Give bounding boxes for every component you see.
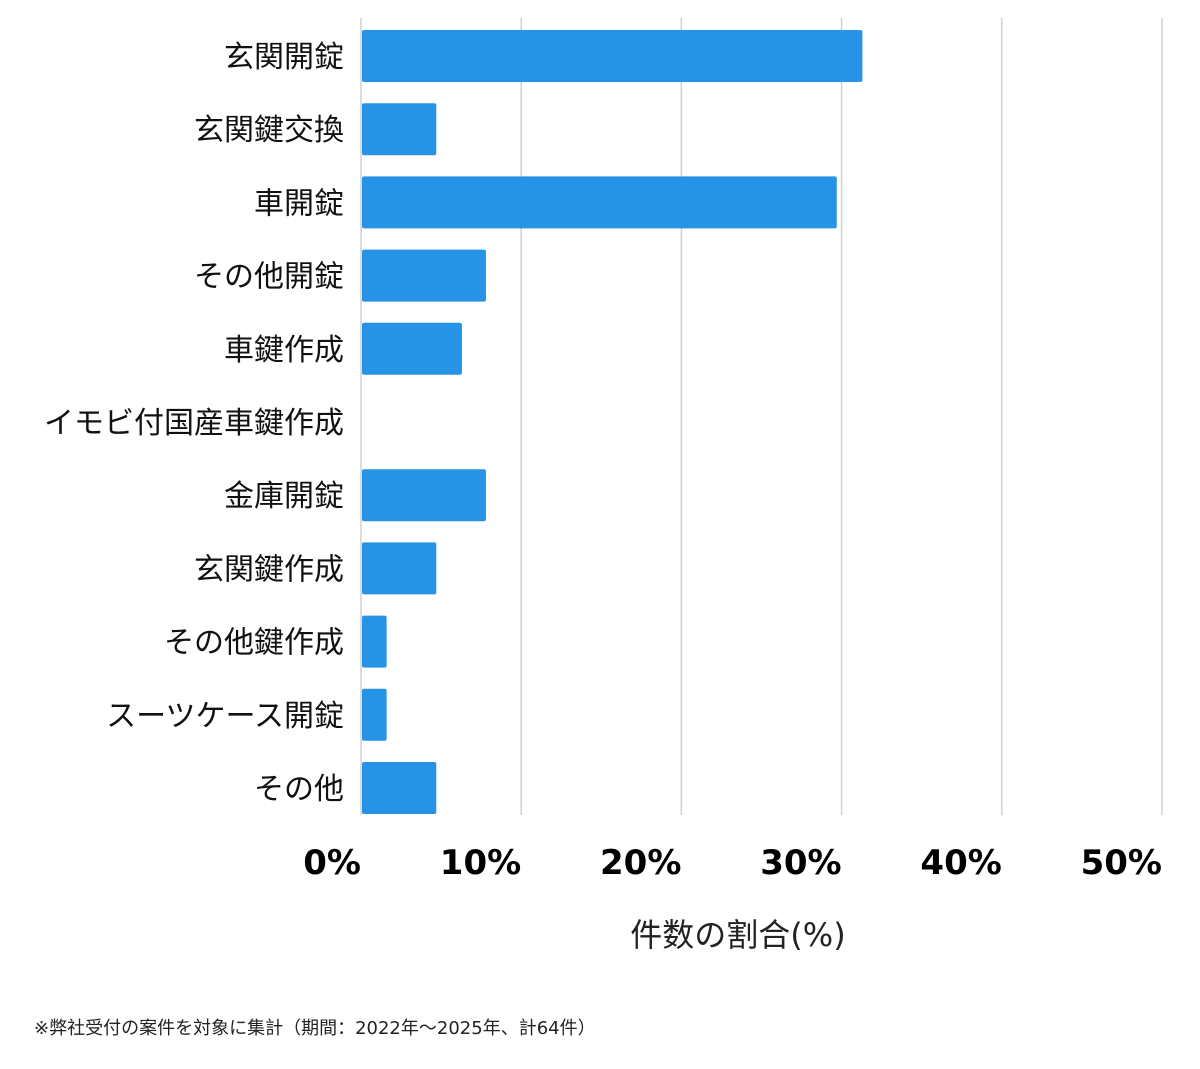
bar — [362, 469, 486, 522]
x-tick-label: 0% — [303, 843, 361, 883]
category-label: スーツケース開錠 — [106, 699, 344, 734]
footnote: ※弊社受付の案件を対象に集計（期間：2022年〜2025年、計64件） — [34, 1018, 596, 1039]
bar — [362, 322, 462, 375]
bar — [362, 542, 437, 595]
category-label: その他開錠 — [194, 260, 344, 295]
x-tick-label: 10% — [440, 843, 521, 883]
x-tick-label: 50% — [1081, 843, 1162, 883]
category-labels: 玄関開錠玄関鍵交換車開錠その他開錠車鍵作成イモビ付国産車鍵作成金庫開錠玄関鍵作成… — [44, 40, 344, 807]
category-label: 玄関鍵交換 — [194, 113, 344, 148]
x-tick-label: 40% — [920, 843, 1001, 883]
category-label: その他鍵作成 — [164, 626, 344, 661]
bars — [362, 30, 863, 814]
category-label: 車開錠 — [254, 186, 344, 221]
category-label: イモビ付国産車鍵作成 — [44, 406, 344, 441]
category-label: 金庫開錠 — [224, 479, 344, 514]
category-label: 玄関開錠 — [224, 40, 344, 75]
x-tick-label: 30% — [760, 843, 841, 883]
bar — [362, 176, 837, 229]
gridlines — [360, 18, 1163, 815]
x-tick-label: 20% — [600, 843, 681, 883]
bar-chart: 玄関開錠玄関鍵交換車開錠その他開錠車鍵作成イモビ付国産車鍵作成金庫開錠玄関鍵作成… — [44, 18, 1163, 954]
bar — [362, 249, 486, 302]
category-label: その他 — [254, 772, 344, 807]
bar — [362, 103, 437, 156]
bar — [362, 615, 387, 668]
x-axis-title: 件数の割合(%) — [630, 916, 845, 954]
bar — [362, 688, 387, 741]
category-label: 車鍵作成 — [224, 333, 344, 368]
tick-labels: 0% 10% 20% 30% 40% 50% — [303, 843, 1162, 883]
bar — [362, 30, 863, 82]
bar — [362, 762, 437, 814]
category-label: 玄関鍵作成 — [194, 552, 344, 587]
